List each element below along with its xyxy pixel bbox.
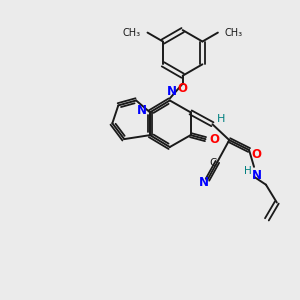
Text: H: H [244, 166, 252, 176]
Text: C: C [210, 158, 217, 168]
Text: O: O [209, 133, 219, 146]
Text: N: N [167, 85, 177, 98]
Text: N: N [252, 169, 262, 182]
Text: O: O [178, 82, 188, 95]
Text: H: H [217, 114, 226, 124]
Text: N: N [137, 104, 147, 117]
Text: CH₃: CH₃ [122, 28, 141, 38]
Text: O: O [251, 148, 261, 161]
Text: N: N [199, 176, 208, 189]
Text: CH₃: CH₃ [225, 28, 243, 38]
